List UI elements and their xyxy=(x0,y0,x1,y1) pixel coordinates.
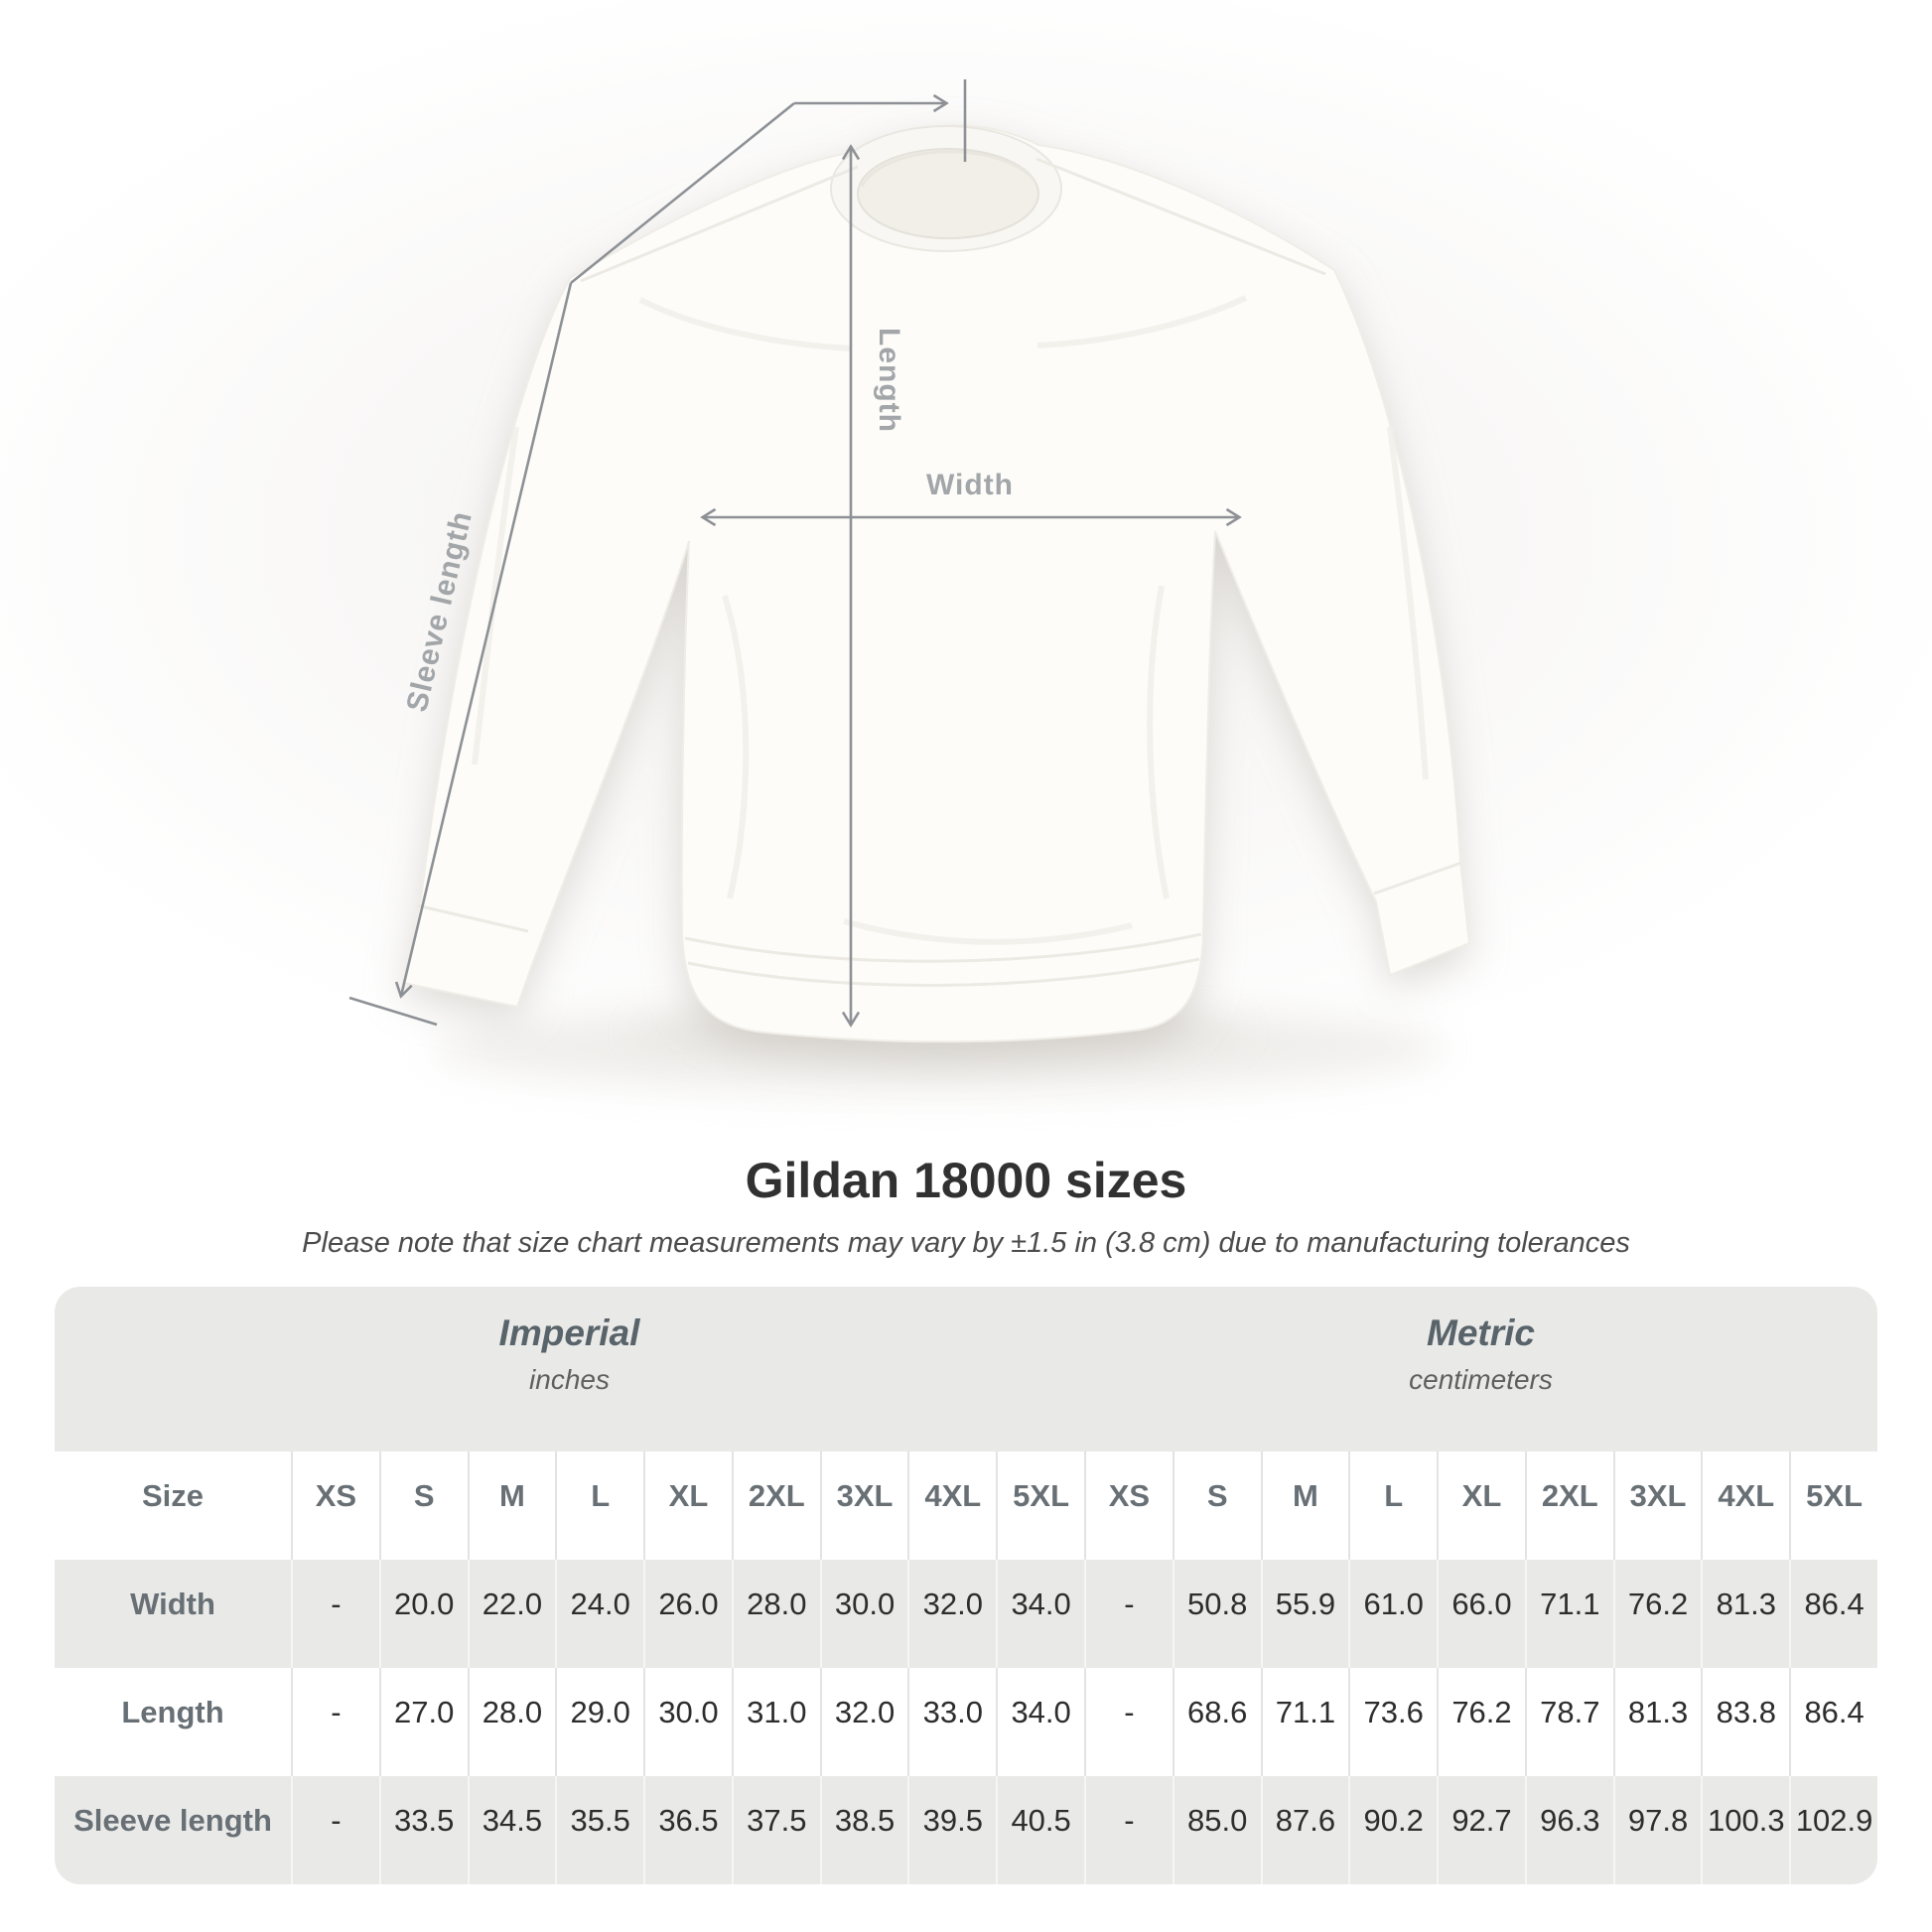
size-header: XL xyxy=(1437,1451,1525,1560)
size-value-cell: 40.5 xyxy=(996,1776,1084,1884)
row-label-sleeve-length: Sleeve length xyxy=(55,1776,291,1884)
size-value-cell: 81.3 xyxy=(1701,1560,1790,1668)
size-value-cell: 30.0 xyxy=(643,1668,732,1776)
row-label-width: Width xyxy=(55,1560,291,1668)
size-value-cell: 78.7 xyxy=(1524,1668,1613,1776)
size-header: 4XL xyxy=(907,1451,997,1560)
sweatshirt-illustration xyxy=(401,124,1471,1043)
size-header: 4XL xyxy=(1701,1451,1790,1560)
size-value-cell: 50.8 xyxy=(1172,1560,1261,1668)
size-value-cell: 96.3 xyxy=(1524,1776,1613,1884)
size-value-cell: - xyxy=(1084,1776,1173,1884)
length-label: Length xyxy=(873,328,905,433)
size-value-cell: 83.8 xyxy=(1701,1668,1790,1776)
size-value-cell: 34.0 xyxy=(996,1668,1084,1776)
size-value-cell: 26.0 xyxy=(643,1560,732,1668)
size-value-cell: 71.1 xyxy=(1260,1668,1349,1776)
size-value-cell: 29.0 xyxy=(555,1668,644,1776)
sweatshirt-diagram: Width Length Sleeve length xyxy=(348,79,1471,1094)
size-value-cell: 35.5 xyxy=(555,1776,644,1884)
size-value-cell: 31.0 xyxy=(731,1668,820,1776)
page-title: Gildan 18000 sizes xyxy=(745,1153,1187,1208)
size-value-cell: - xyxy=(291,1560,379,1668)
size-value-cell: 86.4 xyxy=(1789,1560,1877,1668)
size-value-cell: - xyxy=(291,1668,379,1776)
size-value-cell: 97.8 xyxy=(1612,1776,1702,1884)
size-header: 3XL xyxy=(819,1451,908,1560)
size-value-cell: 87.6 xyxy=(1260,1776,1349,1884)
sleeve-length-arrow xyxy=(401,282,573,996)
width-label: Width xyxy=(926,469,1014,501)
size-header: XS xyxy=(1084,1451,1173,1560)
size-column-header: Size xyxy=(55,1451,291,1560)
size-value-cell: 36.5 xyxy=(643,1776,732,1884)
size-value-cell: - xyxy=(1084,1668,1173,1776)
size-value-cell: 92.7 xyxy=(1437,1776,1525,1884)
size-header: L xyxy=(555,1451,644,1560)
size-value-cell: 33.0 xyxy=(907,1668,997,1776)
size-value-cell: 22.0 xyxy=(467,1560,556,1668)
size-header: 2XL xyxy=(1524,1451,1613,1560)
size-value-cell: 76.2 xyxy=(1612,1560,1702,1668)
size-value-cell: 66.0 xyxy=(1437,1560,1525,1668)
size-header: XL xyxy=(643,1451,732,1560)
product-photo: Width Length Sleeve length xyxy=(0,0,1932,1142)
size-value-cell: - xyxy=(1084,1560,1173,1668)
size-value-cell: 32.0 xyxy=(819,1668,908,1776)
size-value-cell: 37.5 xyxy=(731,1776,820,1884)
size-value-cell: 30.0 xyxy=(819,1560,908,1668)
size-header: L xyxy=(1348,1451,1438,1560)
size-header: S xyxy=(1172,1451,1261,1560)
metric-label: Metric xyxy=(1427,1312,1535,1353)
size-value-cell: 61.0 xyxy=(1348,1560,1438,1668)
size-value-cell: 90.2 xyxy=(1348,1776,1438,1884)
row-label-length: Length xyxy=(55,1668,291,1776)
unit-group-metric: Metric centimeters xyxy=(1084,1287,1877,1451)
size-header: 3XL xyxy=(1612,1451,1702,1560)
imperial-label: Imperial xyxy=(498,1312,640,1353)
size-value-cell: 73.6 xyxy=(1348,1668,1438,1776)
size-header: 5XL xyxy=(996,1451,1084,1560)
size-value-cell: 85.0 xyxy=(1172,1776,1261,1884)
size-value-cell: 32.0 xyxy=(907,1560,997,1668)
sleeve-lead-line xyxy=(570,101,795,285)
size-value-cell: 102.9 xyxy=(1789,1776,1877,1884)
size-value-cell: 27.0 xyxy=(378,1668,468,1776)
size-header: 5XL xyxy=(1789,1451,1877,1560)
size-value-cell: 38.5 xyxy=(819,1776,908,1884)
size-value-cell: 28.0 xyxy=(467,1668,556,1776)
size-header: M xyxy=(467,1451,556,1560)
size-header: M xyxy=(1260,1451,1349,1560)
size-value-cell: 68.6 xyxy=(1172,1668,1261,1776)
size-value-cell: 71.1 xyxy=(1524,1560,1613,1668)
tolerance-note: Please note that size chart measurements… xyxy=(302,1227,1630,1259)
size-value-cell: 76.2 xyxy=(1437,1668,1525,1776)
size-value-cell: 34.5 xyxy=(467,1776,556,1884)
size-value-cell: 33.5 xyxy=(378,1776,468,1884)
size-header: S xyxy=(378,1451,468,1560)
size-value-cell: 20.0 xyxy=(378,1560,468,1668)
size-value-cell: 100.3 xyxy=(1701,1776,1790,1884)
size-header: XS xyxy=(291,1451,379,1560)
metric-unit: centimeters xyxy=(1409,1364,1553,1395)
unit-group-imperial: Imperial inches xyxy=(55,1287,1084,1451)
size-value-cell: 86.4 xyxy=(1789,1668,1877,1776)
size-value-cell: 81.3 xyxy=(1612,1668,1702,1776)
size-value-cell: 39.5 xyxy=(907,1776,997,1884)
size-value-cell: 24.0 xyxy=(555,1560,644,1668)
size-value-cell: - xyxy=(291,1776,379,1884)
cuff-tick-line xyxy=(348,996,438,1027)
size-table: Imperial inches Metric centimeters Size … xyxy=(55,1287,1877,1884)
collar-stitch xyxy=(860,150,1036,188)
size-header: 2XL xyxy=(731,1451,820,1560)
size-value-cell: 28.0 xyxy=(731,1560,820,1668)
size-value-cell: 34.0 xyxy=(996,1560,1084,1668)
size-value-cell: 55.9 xyxy=(1260,1560,1349,1668)
imperial-unit: inches xyxy=(529,1364,610,1395)
